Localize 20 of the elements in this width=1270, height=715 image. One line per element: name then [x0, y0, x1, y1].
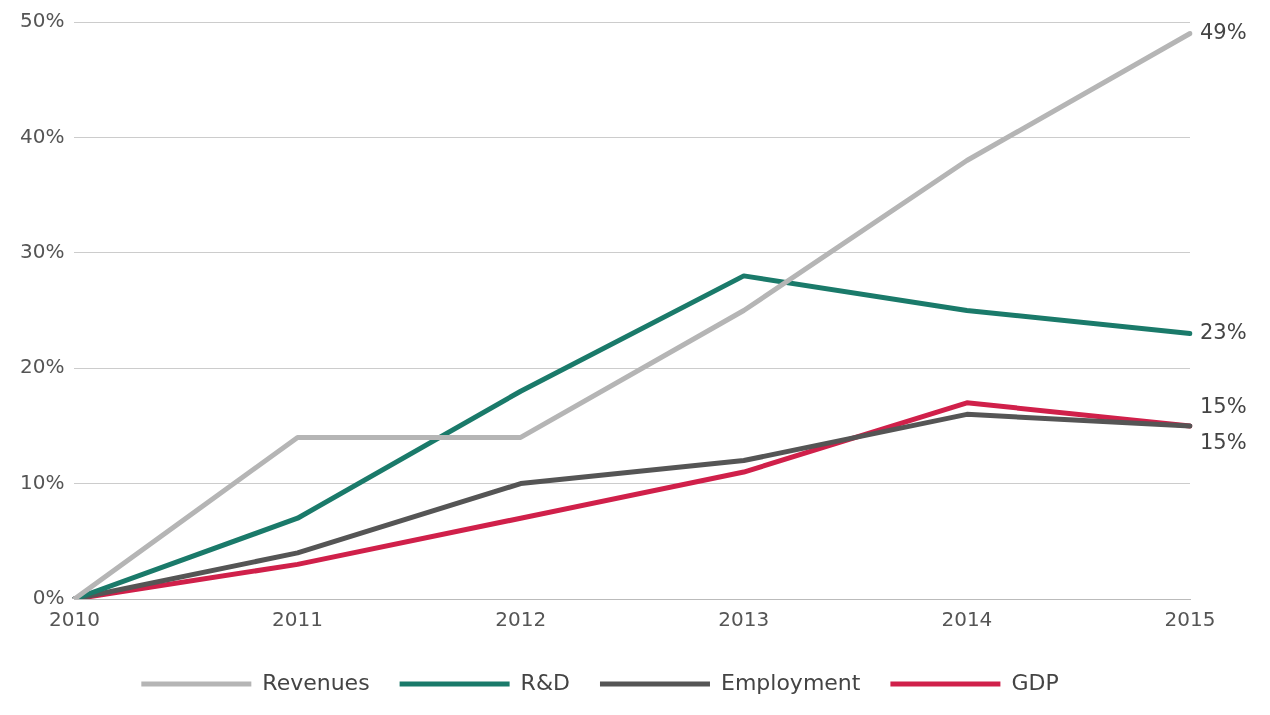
- x-tick-label: 2013: [718, 607, 770, 632]
- y-tick-label: 0%: [32, 585, 65, 610]
- y-tick-label: 20%: [20, 354, 65, 379]
- y-tick-label: 30%: [20, 239, 65, 263]
- legend-label: Revenues: [262, 669, 370, 695]
- x-tick-label: 2015: [1164, 607, 1216, 632]
- data-label: 23%: [1200, 320, 1247, 345]
- y-tick-label: 10%: [20, 469, 65, 494]
- y-tick-label: 40%: [20, 123, 65, 148]
- data-label: 15%: [1200, 430, 1247, 455]
- x-tick-label: 2012: [495, 607, 547, 632]
- x-tick-label: 2011: [272, 607, 324, 632]
- legend-label: Employment: [720, 669, 861, 695]
- legend-label: R&D: [520, 669, 570, 695]
- legend-label: GDP: [1011, 669, 1059, 695]
- y-tick-label: 50%: [20, 8, 65, 33]
- x-tick-label: 2010: [49, 607, 100, 632]
- data-label: 49%: [1200, 19, 1247, 44]
- data-label: 15%: [1200, 394, 1247, 419]
- x-tick-label: 2014: [941, 607, 993, 632]
